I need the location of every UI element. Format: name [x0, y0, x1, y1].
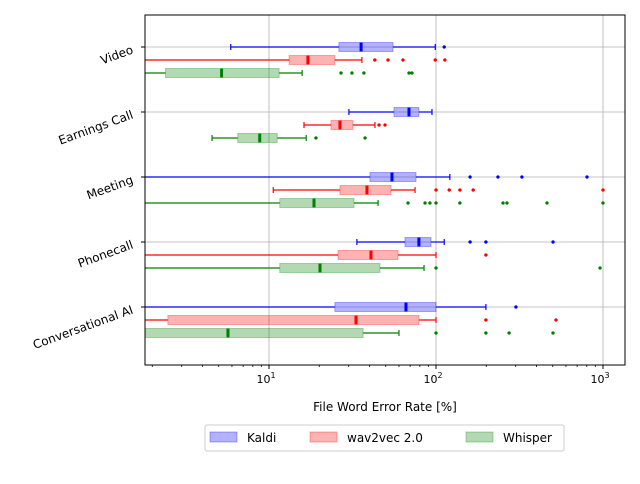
outlier-point [501, 201, 505, 205]
box-whisper [145, 198, 605, 208]
outlier-point [468, 240, 472, 244]
x-axis: 101 102 103 [151, 365, 610, 386]
y-axis: Video Earnings Call Meeting Phonecall Conver… [31, 43, 145, 352]
box-kaldi [145, 302, 518, 312]
box-kaldi [230, 42, 446, 52]
legend: Kaldi wav2vec 2.0 Whisper [204, 424, 565, 452]
outlier-point [514, 305, 518, 309]
x-tick-label: 101 [256, 371, 275, 386]
outlier-point [442, 45, 446, 49]
outlier-point [505, 201, 509, 205]
outlier-point [383, 123, 387, 127]
legend-swatch [309, 431, 338, 443]
x-tick-label: 103 [590, 371, 609, 386]
outlier-point [598, 266, 602, 270]
outlier-point [406, 201, 410, 205]
box-whisper [145, 263, 602, 273]
box-wav2vec-2-0 [145, 250, 488, 260]
outlier-point [484, 318, 488, 322]
outlier-point [496, 175, 500, 179]
legend-swatch [209, 431, 238, 443]
outlier-point [458, 201, 462, 205]
y-tick-label: Video [99, 43, 135, 68]
outlier-point [484, 253, 488, 257]
outlier-point [585, 175, 589, 179]
box-kaldi [145, 172, 589, 182]
legend-label: wav2vec 2.0 [347, 431, 423, 445]
outlier-point [428, 201, 432, 205]
box-whisper [145, 328, 555, 338]
outlier-point [362, 71, 366, 75]
outlier-point [458, 188, 462, 192]
outlier-point [410, 71, 414, 75]
box-iqr [334, 302, 437, 312]
outlier-point [443, 58, 447, 62]
y-tick-label: Conversational AI [31, 303, 135, 352]
outlier-point [551, 331, 555, 335]
outlier-point [363, 136, 367, 140]
box-iqr [279, 263, 381, 273]
outlier-point [434, 188, 438, 192]
outlier-point [434, 331, 438, 335]
outlier-point [601, 188, 605, 192]
box-wav2vec-2-0 [145, 315, 558, 325]
outlier-point [434, 266, 438, 270]
axes-frame [144, 14, 626, 366]
outlier-point [554, 318, 558, 322]
outlier-point [545, 201, 549, 205]
legend-label: Whisper [503, 431, 552, 445]
boxes [145, 42, 605, 338]
box-iqr [237, 133, 278, 143]
legend-label: Kaldi [247, 431, 276, 445]
y-tick-label: Phonecall [76, 238, 135, 271]
box-iqr [145, 328, 364, 338]
outlier-point [434, 201, 438, 205]
outlier-point [484, 240, 488, 244]
outlier-point [507, 331, 511, 335]
box-iqr [167, 315, 420, 325]
outlier-point [601, 201, 605, 205]
outlier-point [423, 201, 427, 205]
legend-frame [204, 424, 565, 452]
y-tick-label: Meeting [85, 173, 135, 203]
box-kaldi [356, 237, 555, 247]
outlier-point [407, 71, 411, 75]
outlier-point [551, 240, 555, 244]
outlier-point [377, 123, 381, 127]
box-iqr [330, 120, 354, 130]
box-wav2vec-2-0 [145, 55, 447, 65]
outlier-point [520, 175, 524, 179]
box-wav2vec-2-0 [303, 120, 387, 130]
outlier-point [339, 71, 343, 75]
box-iqr [338, 42, 394, 52]
outlier-point [373, 58, 377, 62]
outlier-point [350, 71, 354, 75]
outlier-point [401, 58, 405, 62]
box-wav2vec-2-0 [272, 185, 605, 195]
outlier-point [447, 188, 451, 192]
outlier-point [314, 136, 318, 140]
box-whisper [211, 133, 367, 143]
box-iqr [288, 55, 336, 65]
box-iqr [279, 198, 355, 208]
box-iqr [393, 107, 420, 117]
outlier-point [484, 331, 488, 335]
y-tick-label: Earnings Call [57, 108, 135, 148]
box-iqr [337, 250, 399, 260]
outlier-point [433, 58, 438, 62]
legend-swatch [465, 431, 494, 443]
outlier-point [471, 188, 475, 192]
x-tick-label: 102 [423, 371, 442, 386]
box-kaldi [348, 107, 433, 117]
box-whisper [145, 68, 414, 78]
outlier-point [468, 175, 472, 179]
outlier-point [386, 58, 390, 62]
x-axis-label: File Word Error Rate [%] [313, 400, 457, 414]
